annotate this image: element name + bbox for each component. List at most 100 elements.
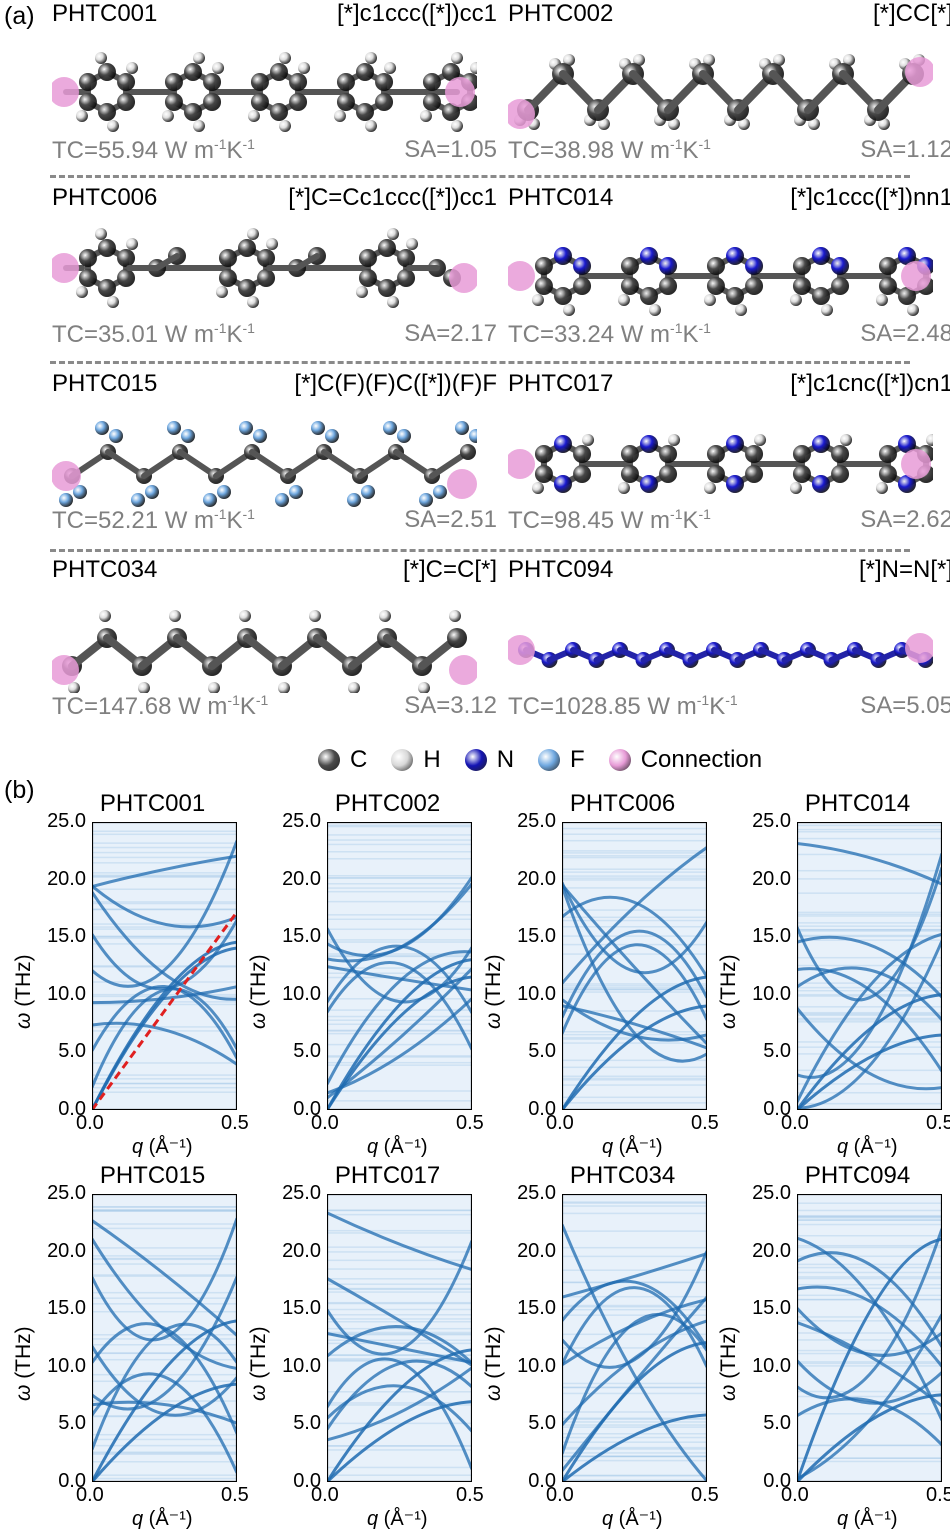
molecule-id: PHTC094	[508, 556, 613, 584]
fluorine-atom	[59, 493, 73, 507]
carbon-atom	[831, 277, 849, 295]
y-tick-label: 5.0	[506, 1040, 556, 1063]
hydrogen-atom	[95, 228, 107, 240]
hydrogen-atom	[348, 682, 360, 693]
flat-band	[562, 1387, 707, 1389]
nitrogen-atom	[640, 247, 658, 265]
flat-band	[92, 1209, 237, 1211]
carbon-atom	[257, 249, 275, 267]
flat-band	[92, 926, 237, 928]
flat-band	[797, 1245, 942, 1247]
hydrogen-atom	[876, 482, 888, 494]
carbon-atom	[356, 103, 374, 121]
fluorine-atom	[361, 485, 375, 499]
molecule-structure	[52, 216, 477, 321]
x-tick-label: 0.0	[311, 1112, 339, 1135]
y-tick-label: 20.0	[741, 868, 791, 891]
flat-band	[797, 1019, 942, 1021]
flat-band	[327, 1214, 472, 1216]
flat-band	[797, 831, 942, 833]
thermal-conductivity: TC=1028.85 W m-1K-1	[508, 692, 738, 721]
flat-band	[92, 1461, 237, 1463]
fluorine-atom	[253, 429, 267, 443]
flat-band	[562, 1247, 707, 1249]
flat-band	[92, 857, 237, 859]
flat-band	[327, 844, 472, 846]
hydrogen-atom	[379, 610, 391, 622]
carbon-atom	[337, 93, 355, 111]
tc-exponent: -1	[243, 136, 255, 152]
carbon-atom	[573, 277, 591, 295]
carbon-atom	[621, 277, 639, 295]
hydrogen-atom	[451, 52, 463, 64]
dispersion-heatmap	[562, 822, 707, 1110]
flat-band	[797, 1256, 942, 1258]
carbon-atom	[573, 445, 591, 463]
hydrogen-atom	[649, 304, 661, 316]
flat-band	[797, 1445, 942, 1447]
y-tick-label: 10.0	[36, 983, 86, 1006]
carbon-atom	[573, 465, 591, 483]
flat-band	[92, 937, 237, 939]
dispersion-heatmap	[92, 1194, 237, 1482]
flat-band	[92, 1474, 237, 1476]
nitrogen-atom	[554, 435, 572, 453]
hydrogen-atom	[668, 434, 680, 446]
carbon-atom	[98, 279, 116, 297]
hydrogen-atom	[365, 120, 377, 132]
nitrogen-atom	[831, 257, 849, 275]
flat-band	[92, 1344, 237, 1346]
tc-exponent: -1	[227, 692, 239, 708]
carbon-atom	[359, 249, 377, 267]
carbon-atom	[707, 257, 725, 275]
fluorine-atom	[433, 485, 447, 499]
fluorine-atom	[275, 493, 289, 507]
x-tick-label: 0.0	[781, 1112, 809, 1135]
nitrogen-atom	[554, 475, 572, 493]
molecule-id: PHTC002	[508, 0, 613, 28]
flat-band	[92, 1453, 237, 1455]
hydrogen-atom	[420, 110, 432, 122]
hydrogen-atom	[532, 482, 544, 494]
legend-label: H	[423, 746, 440, 774]
flat-band	[562, 1460, 707, 1462]
molecule-id: PHTC034	[52, 556, 157, 584]
carbon-atom	[879, 277, 897, 295]
fluorine-atom	[311, 421, 325, 435]
flat-band	[92, 1062, 237, 1064]
synthetic-accessibility: SA=2.17	[404, 320, 497, 348]
flat-band	[327, 1314, 472, 1316]
hydrogen-atom	[193, 120, 205, 132]
carbon-atom	[793, 445, 811, 463]
flat-band	[92, 862, 237, 864]
heatmap-background	[797, 1194, 942, 1482]
thermal-conductivity: TC=98.45 W m-1K-1	[508, 506, 711, 535]
y-tick-label: 25.0	[36, 1182, 86, 1205]
hydrogen-atom	[907, 304, 919, 316]
flat-band	[327, 1030, 472, 1032]
flat-band	[797, 1276, 942, 1278]
tc-value: TC=1028.85 W m	[508, 693, 697, 720]
flat-band	[797, 1202, 942, 1204]
heatmap-background	[562, 1194, 707, 1482]
y-tick-label: 15.0	[506, 925, 556, 948]
flat-band	[327, 1467, 472, 1469]
flat-band	[797, 1365, 942, 1367]
carbon-atom	[535, 277, 553, 295]
molecule-smiles: [*]C=C[*]	[403, 556, 497, 584]
dispersion-heatmap	[327, 1194, 472, 1482]
x-tick-label: 0.5	[926, 1112, 950, 1135]
carbon-atom	[535, 445, 553, 463]
hydrogen-atom	[418, 682, 430, 693]
y-tick-label: 25.0	[506, 810, 556, 833]
y-tick-label: 20.0	[36, 868, 86, 891]
thermal-conductivity: TC=52.21 W m-1K-1	[52, 506, 255, 535]
flat-band	[797, 1224, 942, 1226]
flat-band	[327, 1268, 472, 1270]
y-axis-label: ω (THz)	[717, 1327, 741, 1402]
